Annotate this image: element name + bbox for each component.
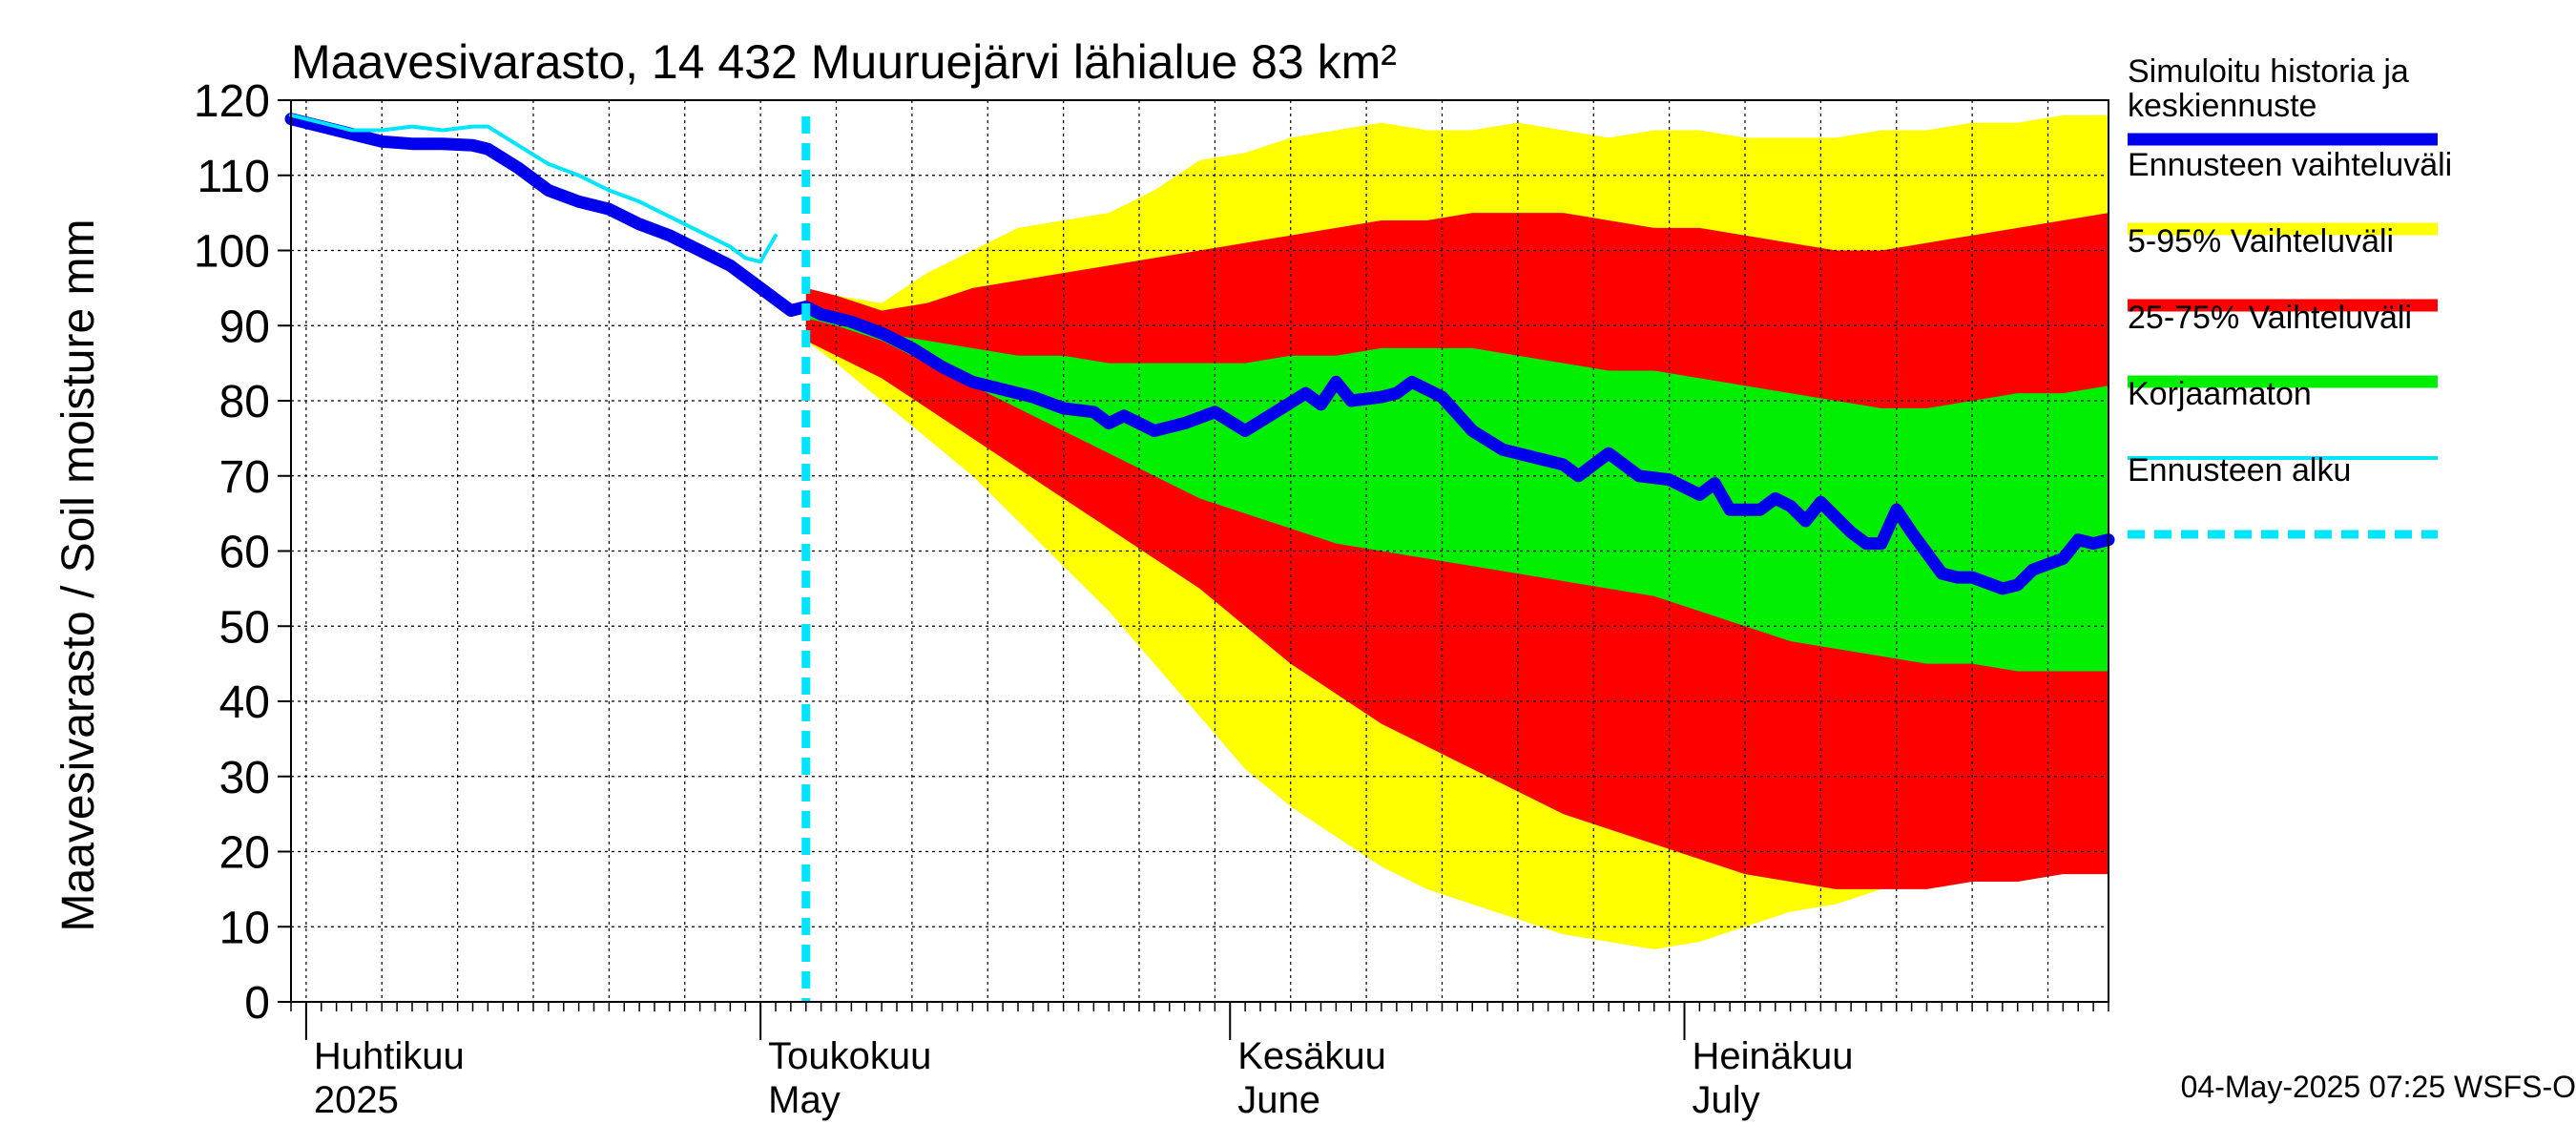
legend-label: 5-95% Vaihteluväli (2128, 223, 2394, 260)
legend-label: keskiennuste (2128, 88, 2316, 124)
month-label-en: May (768, 1079, 841, 1121)
y-tick-label-50: 50 (219, 602, 270, 653)
y-tick-label-90: 90 (219, 302, 270, 352)
legend-item-forecast_start: Ennusteen alku (2128, 452, 2438, 539)
y-tick-label-70: 70 (219, 452, 270, 503)
y-tick-label-100: 100 (194, 227, 270, 278)
month-label-fi: Toukokuu (768, 1035, 931, 1077)
y-tick-label-10: 10 (219, 903, 270, 953)
chart-title: Maavesivarasto, 14 432 Muuruejärvi lähia… (291, 35, 1397, 89)
y-tick-label-40: 40 (219, 677, 270, 728)
series-median (284, 113, 2115, 595)
legend-label: Ennusteen vaihteluväli (2128, 147, 2452, 183)
series-lines (284, 113, 2115, 1002)
legend-item-band_outer: Ennusteen vaihteluväli (2128, 147, 2452, 236)
plot-frame (290, 99, 2109, 1003)
y-tick-label-30: 30 (219, 753, 270, 803)
month-label-en: July (1693, 1079, 1760, 1121)
legend: Simuloitu historia jakeskiennusteEnnuste… (2128, 53, 2452, 539)
timestamp-footer: 04-May-2025 07:25 WSFS-O (2181, 1070, 2576, 1104)
y-tick-label-110: 110 (197, 152, 270, 202)
legend-label: Ennusteen alku (2128, 452, 2351, 489)
month-label-en: June (1237, 1079, 1320, 1121)
axes: 0 10 20 30 40 50 60 70 80 90 100 110 120 Huhtikuu2025… (194, 76, 2109, 1121)
forecast-bands (805, 114, 2109, 949)
y-tick-label-60: 60 (219, 528, 270, 578)
y-tick-label-80: 80 (219, 377, 270, 427)
series-uncorrected (289, 113, 778, 264)
month-label-fi: Kesäkuu (1237, 1035, 1386, 1077)
legend-item-band_25_75: 25-75% Vaihteluväli (2128, 300, 2438, 388)
legend-label: 25-75% Vaihteluväli (2128, 300, 2412, 336)
y-tick-label-0: 0 (244, 978, 270, 1029)
legend-item-uncorrected: Korjaamaton (2128, 376, 2438, 460)
grid (291, 100, 2109, 1002)
y-tick-label-120: 120 (194, 76, 270, 127)
legend-label: Korjaamaton (2128, 376, 2312, 412)
month-label-fi: Heinäkuu (1693, 1035, 1854, 1077)
month-label-en: 2025 (314, 1079, 399, 1121)
y-tick-label-20: 20 (219, 828, 270, 879)
y-axis-label: Maavesivarasto / Soil moisture mm (53, 219, 104, 932)
legend-item-band_5_95: 5-95% Vaihteluväli (2128, 223, 2438, 312)
legend-label: Simuloitu historia ja (2128, 53, 2409, 90)
month-label-fi: Huhtikuu (314, 1035, 465, 1077)
